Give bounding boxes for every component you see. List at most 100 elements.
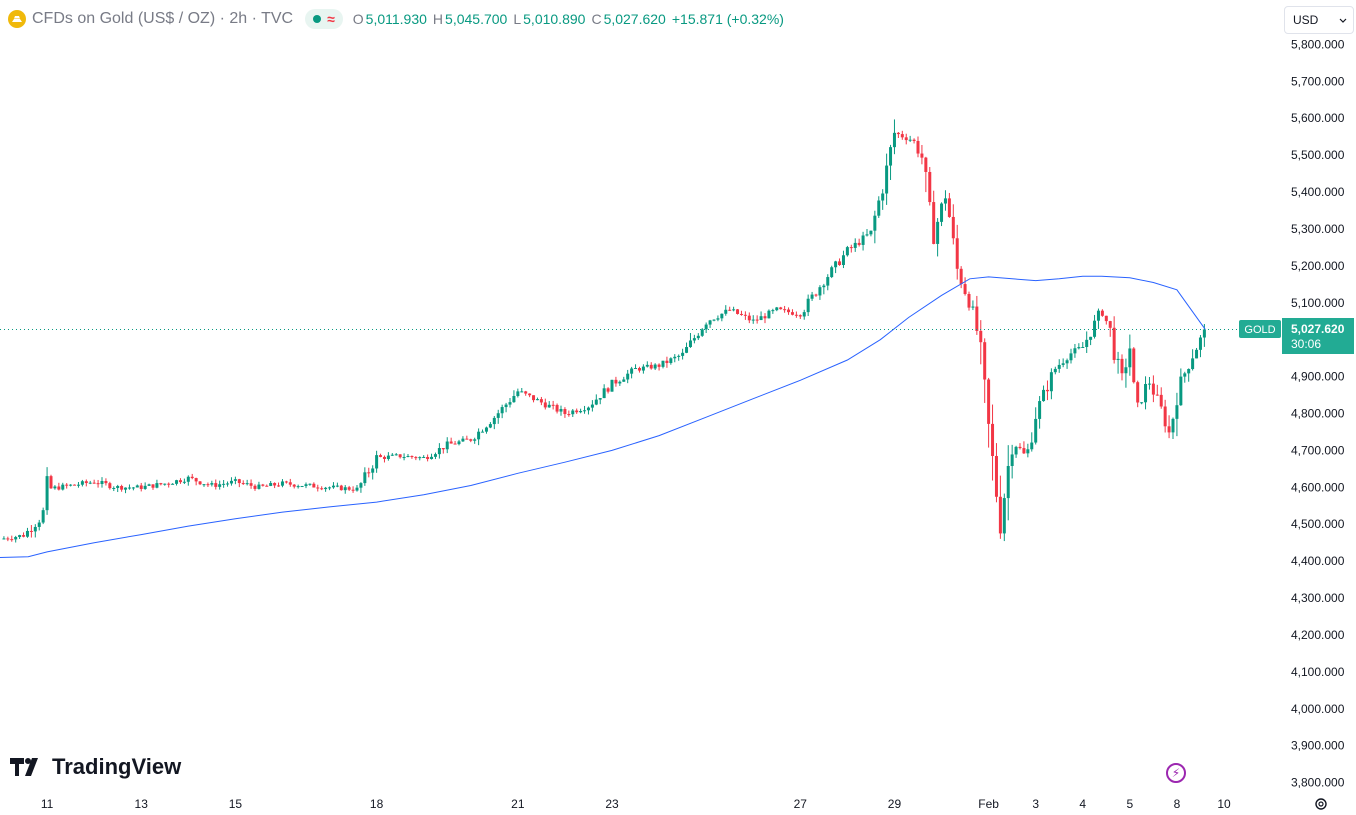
moving-average-line xyxy=(0,275,1206,558)
candle-body xyxy=(794,314,798,316)
tradingview-logo[interactable]: TradingView xyxy=(10,754,181,780)
candle-body xyxy=(865,234,869,236)
candle-body xyxy=(630,368,634,374)
market-status[interactable]: ≈ xyxy=(305,9,343,29)
candle-body xyxy=(594,399,598,405)
candle-body xyxy=(418,457,422,459)
candle-body xyxy=(940,203,944,222)
candle-body xyxy=(261,484,265,486)
candle-body xyxy=(347,487,351,490)
candle-body xyxy=(49,476,53,489)
candle-body xyxy=(324,487,328,490)
price-tag-value: 5,027.620 xyxy=(1291,322,1345,336)
candle-body xyxy=(818,287,822,296)
candle-body xyxy=(677,355,681,357)
market-open-dot-icon xyxy=(313,15,322,23)
candle-body xyxy=(991,423,995,456)
candle-body xyxy=(669,358,673,364)
candle-body xyxy=(1112,327,1116,360)
candle-body xyxy=(861,235,865,245)
candle-body xyxy=(1010,454,1014,466)
candle-body xyxy=(724,309,728,314)
candle-body xyxy=(469,439,473,441)
candle-body xyxy=(904,137,908,141)
time-tick-label: 11 xyxy=(41,797,54,811)
candle-body xyxy=(653,364,657,369)
candle-body xyxy=(751,319,755,321)
candle-body xyxy=(579,410,583,413)
candle-body xyxy=(1096,310,1100,321)
candle-body xyxy=(214,483,218,487)
candle-body xyxy=(473,439,477,441)
candle-body xyxy=(681,352,685,356)
candle-body xyxy=(363,472,367,484)
price-tick-label: 5,100.000 xyxy=(1291,296,1345,310)
candle-body xyxy=(92,482,96,484)
candle-body xyxy=(1147,383,1151,385)
currency-value: USD xyxy=(1293,13,1319,27)
candle-body xyxy=(814,294,818,296)
price-axis[interactable]: 3,800.000 3,900.000 4,000.000 4,100.000 4,20… xyxy=(1291,37,1345,789)
candle-body xyxy=(445,441,449,450)
candle-body xyxy=(120,485,124,490)
candle-body xyxy=(555,404,559,412)
candle-body xyxy=(932,202,936,244)
candle-body xyxy=(402,457,406,459)
candle-body xyxy=(657,364,661,367)
low-value: 5,010.890 xyxy=(523,11,586,27)
candle-body xyxy=(1159,394,1163,407)
candle-body xyxy=(1030,442,1034,450)
candle-body xyxy=(755,319,759,321)
candle-body xyxy=(739,313,743,315)
candle-body xyxy=(492,417,496,425)
candle-body xyxy=(810,294,814,299)
candle-body xyxy=(834,261,838,268)
candle-body xyxy=(571,410,575,415)
candle-body xyxy=(610,379,614,392)
candle-body xyxy=(1026,449,1030,454)
candle-body xyxy=(1002,498,1006,534)
candle-body xyxy=(1038,401,1042,419)
lightning-icon[interactable]: ⚡ xyxy=(1166,763,1186,783)
time-tick-label: 27 xyxy=(794,797,808,811)
candle-body xyxy=(277,485,281,487)
candle-body xyxy=(1124,367,1128,374)
candle-body xyxy=(586,407,590,411)
symbol-title[interactable]: CFDs on Gold (US$ / OZ) · 2h · TVC xyxy=(32,10,294,27)
time-axis[interactable]: 11 13 15 18 21 23 27 29 Feb 3 4 5 8 10 xyxy=(41,797,1231,811)
candle-body xyxy=(1108,321,1112,328)
candle-body xyxy=(104,481,108,484)
currency-select[interactable]: USD xyxy=(1284,6,1354,34)
chevron-down-icon xyxy=(1339,18,1347,23)
price-tick-label: 5,500.000 xyxy=(1291,148,1345,162)
candle-body xyxy=(229,480,233,484)
candle-body xyxy=(1053,368,1057,373)
price-tick-label: 3,800.000 xyxy=(1291,776,1345,790)
candle-body xyxy=(622,379,626,382)
candle-body xyxy=(614,379,618,384)
candle-body xyxy=(853,242,857,248)
candle-body xyxy=(1167,426,1171,433)
time-tick-label: 29 xyxy=(888,797,902,811)
candle-body xyxy=(300,486,304,488)
candle-body xyxy=(704,324,708,330)
candle-body xyxy=(304,484,308,487)
candle-body xyxy=(414,457,418,459)
candle-body xyxy=(673,356,677,359)
candles xyxy=(2,119,1206,543)
candle-body xyxy=(775,307,779,311)
candle-body xyxy=(583,410,587,412)
candle-body xyxy=(1179,376,1183,406)
candle-body xyxy=(535,399,539,401)
candle-body xyxy=(257,484,261,489)
candle-body xyxy=(951,216,955,239)
time-tick-label: Feb xyxy=(978,797,999,811)
candle-body xyxy=(528,393,532,396)
candle-body xyxy=(779,307,783,310)
gear-icon[interactable] xyxy=(1313,796,1329,812)
candle-body xyxy=(308,483,312,485)
candle-body xyxy=(532,395,536,401)
candle-body xyxy=(430,456,434,460)
price-tick-label: 4,700.000 xyxy=(1291,443,1345,457)
